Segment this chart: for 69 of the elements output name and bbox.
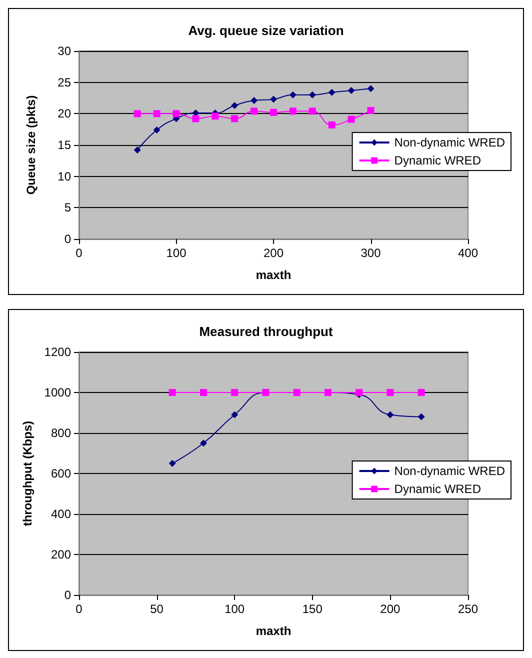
point [348,116,355,123]
legend-label: Dynamic WRED [394,154,482,168]
point [212,112,219,120]
x-tick-label: 150 [302,602,323,616]
point [308,108,316,115]
y-axis-title: Queue size (pkts) [24,95,38,195]
point [270,108,277,116]
point [418,413,425,420]
y-axis-title: throughput (Kbps) [20,420,34,526]
point [172,110,180,118]
point [308,91,316,98]
point [231,115,238,122]
y-tick-label: 800 [50,426,72,440]
x-tick-label: 0 [76,246,83,260]
y-tick-label: 200 [50,548,72,562]
legend-label: Dynamic WRED [394,482,482,496]
point [153,110,160,118]
point [289,91,296,98]
y-tick-label: 1200 [44,345,72,359]
x-tick-label: 50 [150,602,164,616]
x-tick-label: 0 [76,602,83,616]
point [328,121,336,128]
x-tick-label: 100 [166,246,187,260]
y-tick-label: 10 [58,169,72,184]
y-tick-label: 1000 [44,386,72,400]
point [192,115,200,122]
point [356,389,363,396]
y-tick-label: 0 [64,232,72,246]
point [231,102,238,110]
x-tick-label: 200 [263,246,284,260]
y-tick-label: 600 [50,466,72,480]
point [418,389,425,396]
point [231,389,238,396]
chart-title: Avg. queue size variation [188,23,344,38]
chart-title: Measured throughput [199,324,334,339]
y-tick-label: 5 [64,200,72,215]
point [328,88,336,96]
point [367,107,374,114]
point [386,411,394,418]
point [231,411,238,418]
y-tick-label: 30 [58,44,72,58]
point [348,86,355,94]
point [134,110,141,118]
point [200,389,207,396]
point [168,460,176,467]
x-axis-title: maxth [256,624,292,638]
point [270,96,277,103]
x-tick-label: 400 [458,246,478,260]
y-tick-label: 20 [58,106,72,121]
y-tick-label: 400 [50,507,72,521]
y-tick-label: 15 [58,138,72,152]
point [367,85,374,92]
legend-label: Non-dynamic WRED [394,464,506,478]
legend-label: Non-dynamic WRED [394,136,506,150]
y-tick-label: 25 [58,75,72,90]
point [153,126,160,134]
x-tick-label: 200 [380,602,401,616]
point [200,440,207,447]
y-tick-label: 0 [64,588,72,602]
x-tick-label: 300 [360,246,382,260]
x-tick-label: 100 [224,602,245,616]
point [289,108,296,115]
point [134,146,141,154]
point [250,97,258,104]
point [250,108,258,115]
point [386,389,394,396]
point [168,389,176,396]
x-tick-label: 250 [458,602,478,616]
x-axis-title: maxth [256,268,292,282]
